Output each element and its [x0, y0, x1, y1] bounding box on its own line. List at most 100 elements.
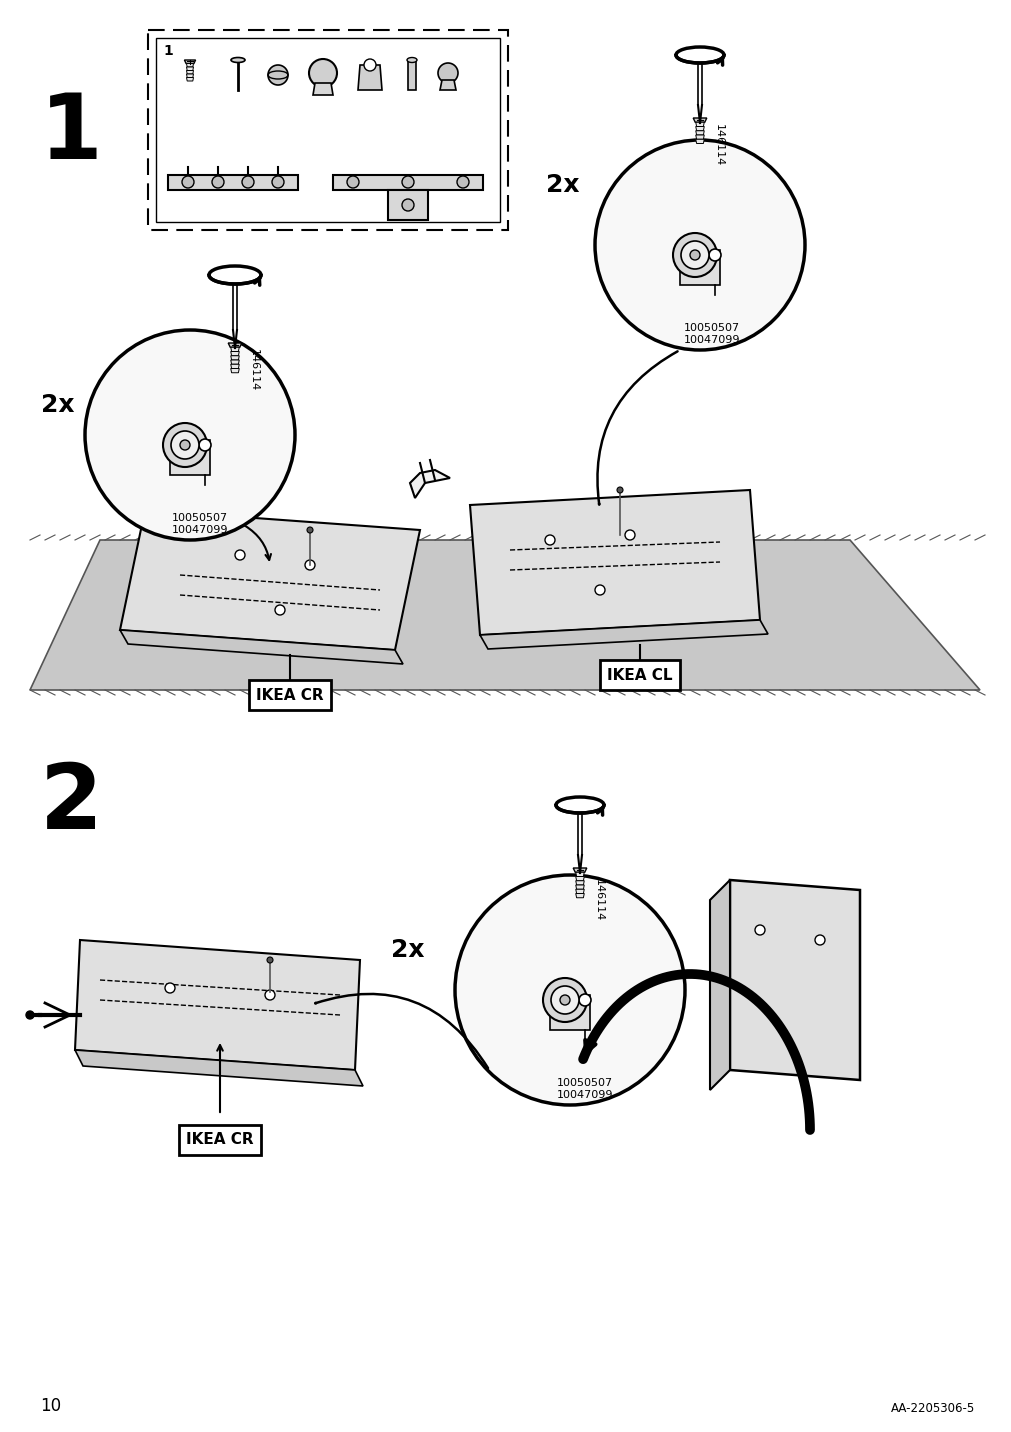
Text: 1: 1: [40, 90, 103, 178]
Text: 146114: 146114: [593, 879, 604, 921]
Text: IKEA CR: IKEA CR: [256, 687, 324, 703]
Circle shape: [438, 63, 458, 83]
Text: AA-2205306-5: AA-2205306-5: [890, 1402, 974, 1415]
Text: 10050507: 10050507: [172, 513, 227, 523]
Circle shape: [211, 176, 223, 188]
Polygon shape: [30, 540, 979, 690]
Text: 10047099: 10047099: [172, 526, 228, 536]
Polygon shape: [231, 351, 239, 355]
Polygon shape: [575, 889, 583, 894]
Circle shape: [543, 978, 586, 1022]
Polygon shape: [693, 117, 706, 122]
Polygon shape: [358, 64, 381, 90]
Polygon shape: [120, 630, 402, 664]
Text: 10047099: 10047099: [683, 335, 739, 345]
FancyArrowPatch shape: [596, 351, 677, 504]
Polygon shape: [479, 620, 767, 649]
Polygon shape: [696, 130, 704, 135]
Circle shape: [625, 530, 634, 540]
Circle shape: [308, 59, 337, 87]
Circle shape: [578, 994, 590, 1007]
Polygon shape: [696, 122, 704, 126]
Circle shape: [754, 925, 764, 935]
Ellipse shape: [555, 798, 604, 813]
Polygon shape: [170, 440, 210, 475]
Ellipse shape: [231, 57, 245, 63]
Polygon shape: [710, 881, 729, 1090]
Polygon shape: [186, 70, 193, 74]
Polygon shape: [75, 1050, 363, 1085]
Circle shape: [26, 1011, 34, 1020]
Text: IKEA CL: IKEA CL: [607, 667, 672, 683]
Polygon shape: [312, 83, 333, 95]
Circle shape: [275, 604, 285, 614]
Polygon shape: [186, 63, 193, 67]
Ellipse shape: [675, 47, 723, 63]
Circle shape: [550, 987, 578, 1014]
Polygon shape: [231, 359, 239, 364]
Text: 1: 1: [163, 44, 173, 59]
Circle shape: [267, 957, 273, 962]
Circle shape: [165, 982, 175, 992]
Circle shape: [199, 440, 210, 451]
Polygon shape: [186, 67, 193, 70]
Circle shape: [457, 176, 468, 188]
Circle shape: [347, 176, 359, 188]
Polygon shape: [120, 510, 420, 650]
Circle shape: [401, 176, 413, 188]
Circle shape: [401, 199, 413, 211]
Ellipse shape: [209, 266, 261, 284]
Circle shape: [680, 241, 709, 269]
Circle shape: [272, 176, 284, 188]
Polygon shape: [168, 175, 297, 190]
Circle shape: [163, 422, 207, 467]
Polygon shape: [231, 368, 239, 372]
Polygon shape: [407, 60, 416, 90]
Circle shape: [690, 251, 700, 261]
FancyArrowPatch shape: [315, 994, 487, 1068]
Polygon shape: [696, 135, 704, 139]
Polygon shape: [729, 881, 859, 1080]
Circle shape: [455, 875, 684, 1106]
Text: 2x: 2x: [391, 938, 425, 962]
Text: 10050507: 10050507: [683, 324, 739, 334]
Text: 10: 10: [40, 1398, 61, 1415]
Circle shape: [265, 990, 275, 1000]
Circle shape: [594, 586, 605, 596]
Circle shape: [171, 431, 199, 460]
Polygon shape: [549, 995, 589, 1030]
Polygon shape: [409, 470, 450, 498]
Polygon shape: [333, 175, 482, 190]
Polygon shape: [696, 139, 704, 143]
Circle shape: [180, 440, 190, 450]
Text: 2x: 2x: [546, 173, 579, 198]
Text: 10050507: 10050507: [556, 1078, 613, 1088]
Circle shape: [709, 249, 720, 261]
Circle shape: [364, 59, 376, 72]
Polygon shape: [575, 872, 583, 876]
Polygon shape: [75, 939, 360, 1070]
Circle shape: [559, 995, 569, 1005]
Circle shape: [545, 536, 554, 546]
Polygon shape: [231, 364, 239, 368]
Text: 2: 2: [40, 760, 103, 848]
Polygon shape: [575, 876, 583, 881]
Polygon shape: [572, 868, 586, 872]
Polygon shape: [231, 355, 239, 359]
Polygon shape: [575, 881, 583, 885]
Polygon shape: [469, 490, 759, 634]
Polygon shape: [440, 80, 456, 90]
Circle shape: [304, 560, 314, 570]
Polygon shape: [186, 74, 193, 77]
Circle shape: [617, 487, 623, 493]
Text: IKEA CR: IKEA CR: [186, 1133, 254, 1147]
Text: 146114: 146114: [714, 125, 723, 166]
Circle shape: [85, 329, 295, 540]
Polygon shape: [231, 347, 239, 351]
Polygon shape: [575, 885, 583, 889]
Circle shape: [672, 233, 716, 276]
Ellipse shape: [406, 57, 417, 63]
Polygon shape: [679, 251, 719, 285]
Text: 2x: 2x: [41, 392, 75, 417]
Circle shape: [182, 176, 194, 188]
